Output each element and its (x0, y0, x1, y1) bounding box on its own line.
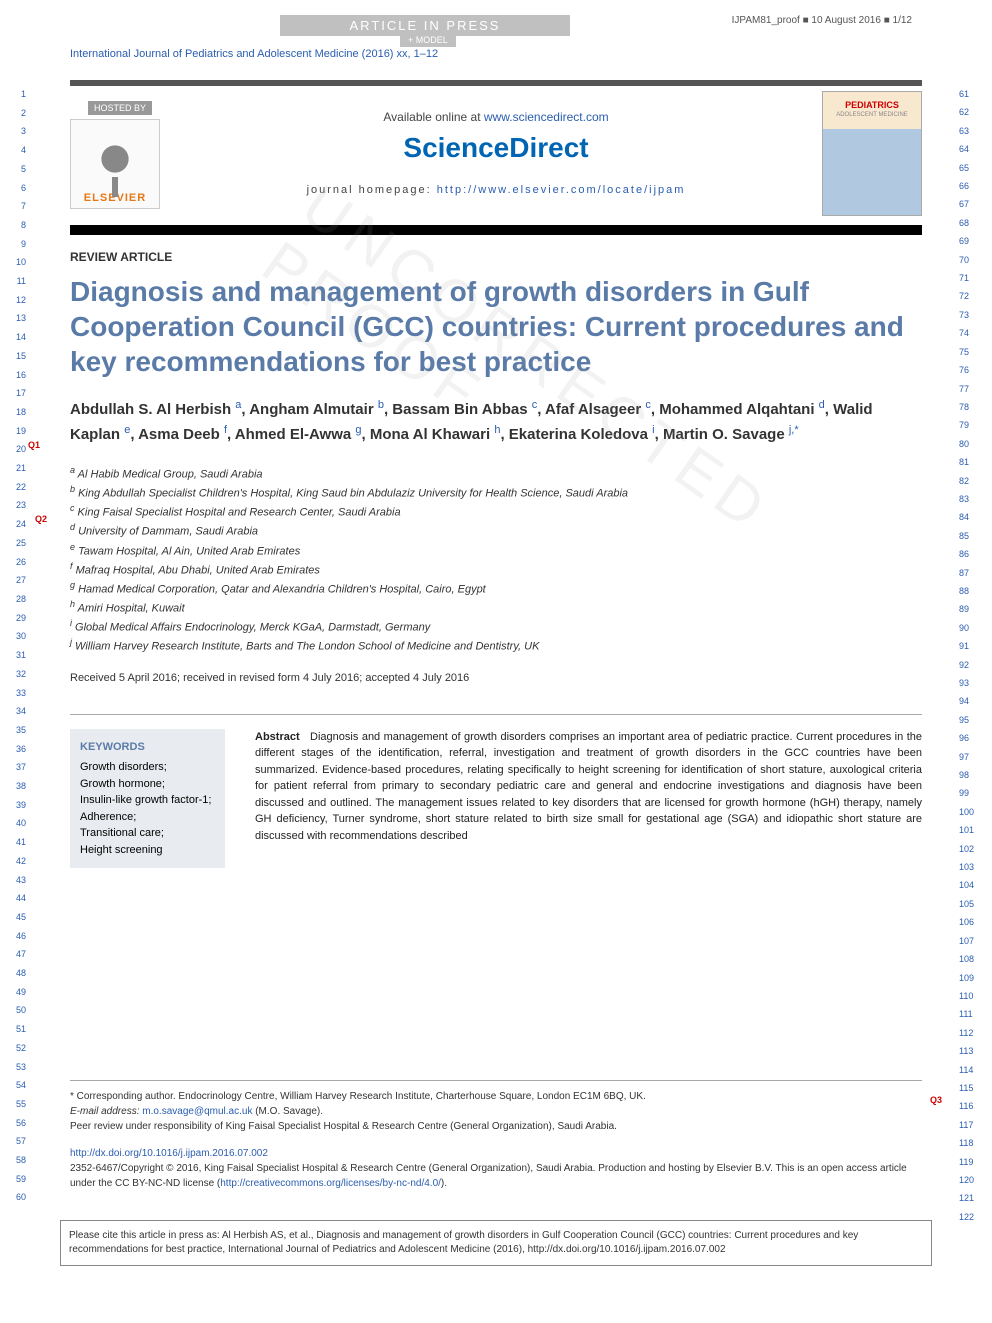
peer-review-note: Peer review under responsibility of King… (70, 1119, 922, 1134)
email-author-name: (M.O. Savage). (252, 1106, 323, 1117)
cc-license-link[interactable]: http://creativecommons.org/licenses/by-n… (220, 1178, 441, 1189)
keywords-heading: KEYWORDS (80, 739, 215, 756)
line-numbers-left: 1234567891011121314151617181920212223242… (8, 85, 26, 1207)
article-content: REVIEW ARTICLE Diagnosis and management … (70, 250, 922, 868)
affiliation-item: g Hamad Medical Corporation, Qatar and A… (70, 579, 922, 598)
affiliation-item: d University of Dammam, Saudi Arabia (70, 521, 922, 540)
model-tag: + MODEL (400, 33, 456, 47)
copyright-text: 2352-6467/Copyright © 2016, King Faisal … (70, 1163, 907, 1189)
affiliation-item: j William Harvey Research Institute, Bar… (70, 636, 922, 655)
section-divider-rule (70, 225, 922, 235)
keywords-list: Growth disorders;Growth hormone;Insulin-… (80, 759, 215, 858)
abstract-heading: Abstract (255, 731, 300, 743)
authors-list: Abdullah S. Al Herbish a, Angham Almutai… (70, 397, 922, 446)
journal-homepage-link[interactable]: http://www.elsevier.com/locate/ijpam (437, 184, 686, 196)
available-online-text: Available online at www.sciencedirect.co… (170, 110, 822, 124)
sciencedirect-logo: ScienceDirect (170, 132, 822, 164)
email-line: E-mail address: m.o.savage@qmul.ac.uk (M… (70, 1104, 922, 1119)
doi-link[interactable]: http://dx.doi.org/10.1016/j.ijpam.2016.0… (70, 1148, 268, 1159)
query-marker-q2: Q2 (35, 514, 47, 524)
abstract-keywords-block: KEYWORDS Growth disorders;Growth hormone… (70, 714, 922, 869)
affiliations-list: a Al Habib Medical Group, Saudi Arabiab … (70, 464, 922, 656)
line-numbers-right: 6162636465666768697071727374757677787980… (959, 85, 984, 1226)
affiliation-item: b King Abdullah Specialist Children's Ho… (70, 483, 922, 502)
homepage-label: journal homepage: (307, 184, 437, 196)
journal-cover-thumbnail: PEDIATRICS ADOLESCENT MEDICINE (822, 91, 922, 216)
cover-title: PEDIATRICS (823, 100, 921, 110)
corresponding-email-link[interactable]: m.o.savage@qmul.ac.uk (142, 1106, 252, 1117)
affiliation-item: h Amiri Hospital, Kuwait (70, 598, 922, 617)
article-dates: Received 5 April 2016; received in revis… (70, 672, 922, 684)
hosted-by-label: HOSTED BY (88, 101, 152, 115)
publisher-box: HOSTED BY ELSEVIER (70, 98, 170, 209)
affiliation-item: f Mafraq Hospital, Abu Dhabi, United Ara… (70, 560, 922, 579)
page-container: ARTICLE IN PRESS IJPAM81_proof ■ 10 Augu… (0, 0, 992, 1323)
abstract-text: Abstract Diagnosis and management of gro… (255, 729, 922, 869)
article-type-label: REVIEW ARTICLE (70, 250, 922, 264)
email-label: E-mail address: (70, 1106, 142, 1117)
journal-homepage-text: journal homepage: http://www.elsevier.co… (170, 184, 822, 196)
proof-reference: IJPAM81_proof ■ 10 August 2016 ■ 1/12 (732, 15, 912, 26)
affiliation-item: e Tawam Hospital, Al Ain, United Arab Em… (70, 541, 922, 560)
cover-subtitle: ADOLESCENT MEDICINE (823, 112, 921, 118)
keywords-box: KEYWORDS Growth disorders;Growth hormone… (70, 729, 225, 869)
masthead-block: HOSTED BY ELSEVIER Available online at w… (70, 80, 922, 220)
available-label: Available online at (383, 110, 484, 124)
sciencedirect-url-link[interactable]: www.sciencedirect.com (484, 110, 609, 124)
citation-box: Please cite this article in press as: Al… (60, 1220, 932, 1266)
corresponding-author: * Corresponding author. Endocrinology Ce… (70, 1089, 922, 1104)
query-marker-q3: Q3 (930, 1095, 942, 1105)
article-title: Diagnosis and management of growth disor… (70, 274, 922, 379)
affiliation-item: a Al Habib Medical Group, Saudi Arabia (70, 464, 922, 483)
journal-reference: International Journal of Pediatrics and … (70, 48, 438, 60)
elsevier-tree-icon (85, 137, 145, 192)
footer-notes: * Corresponding author. Endocrinology Ce… (70, 1080, 922, 1191)
doi-copyright-block: http://dx.doi.org/10.1016/j.ijpam.2016.0… (70, 1146, 922, 1191)
cc-close: ). (441, 1178, 447, 1189)
elsevier-logo: ELSEVIER (70, 119, 160, 209)
masthead-center: Available online at www.sciencedirect.co… (170, 110, 822, 196)
abstract-body: Diagnosis and management of growth disor… (255, 731, 922, 842)
affiliation-item: i Global Medical Affairs Endocrinology, … (70, 617, 922, 636)
query-marker-q1: Q1 (28, 440, 40, 450)
affiliation-item: c King Faisal Specialist Hospital and Re… (70, 502, 922, 521)
